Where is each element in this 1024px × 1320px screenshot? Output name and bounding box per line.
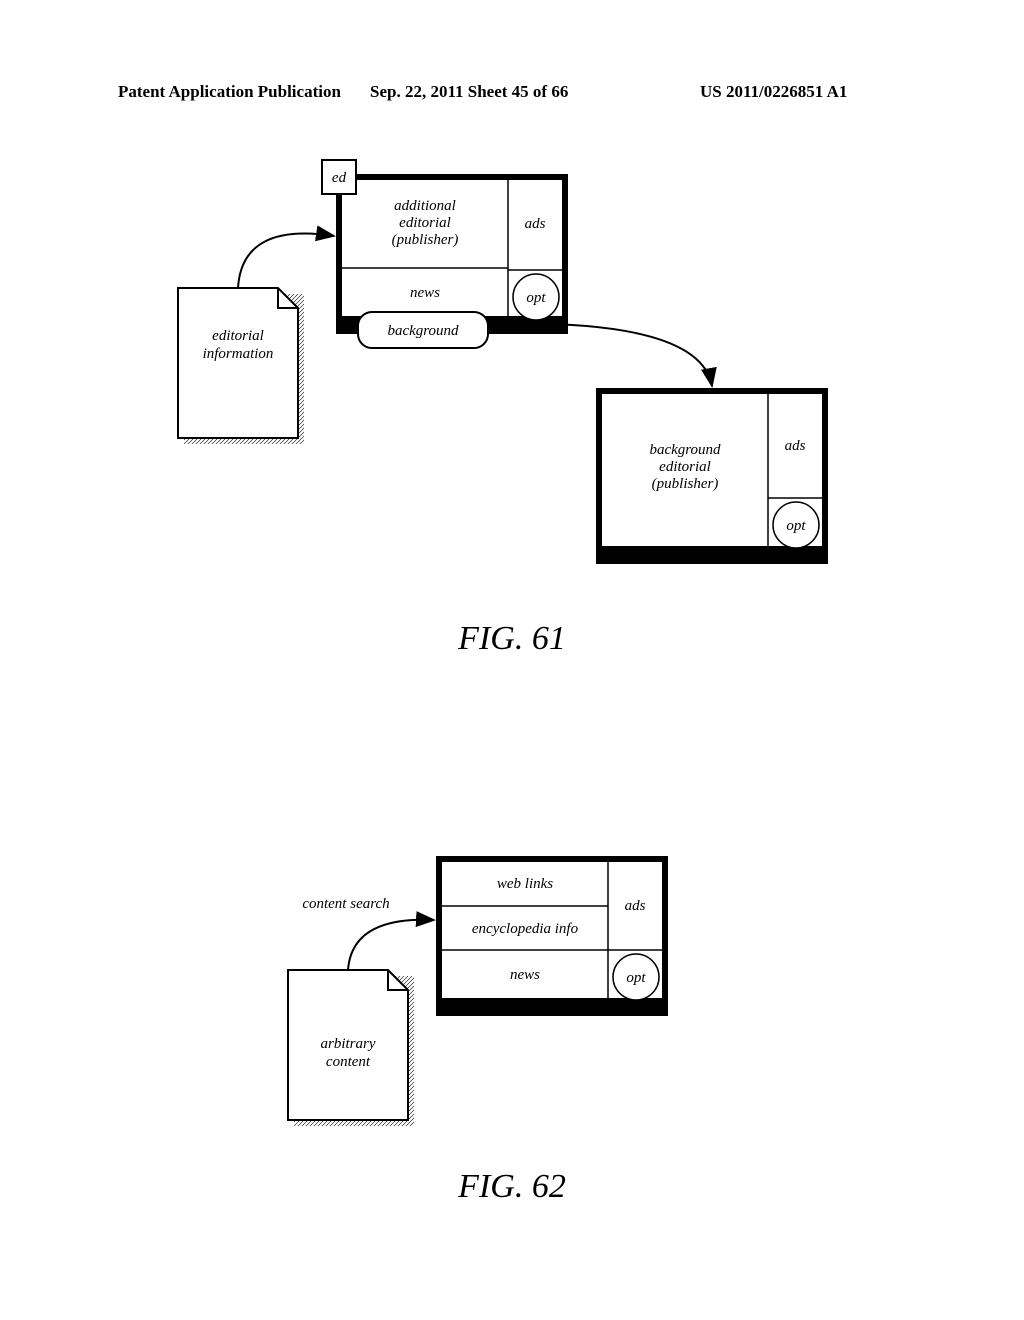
- svg-text:opt: opt: [626, 970, 646, 986]
- fig61-diagram: editorialinformation additionaleditorial…: [0, 0, 1024, 600]
- background-tab: background: [358, 312, 488, 348]
- arrow-editorial-to-screen1: [238, 234, 334, 288]
- svg-text:web links: web links: [497, 876, 553, 892]
- svg-text:encyclopedia info: encyclopedia info: [472, 921, 579, 937]
- fig62-diagram: arbitrarycontent web links encyclopedia …: [0, 760, 1024, 1160]
- svg-text:ed: ed: [332, 170, 347, 186]
- arrow-content-to-screen: [348, 920, 434, 970]
- svg-text:ads: ads: [625, 898, 646, 914]
- content-search-label: content search: [302, 896, 389, 912]
- svg-text:background: background: [387, 323, 459, 339]
- arbitrary-content-document: arbitrarycontent: [288, 970, 414, 1126]
- svg-text:opt: opt: [526, 290, 546, 306]
- svg-text:backgroundeditorial(publisher): backgroundeditorial(publisher): [649, 442, 721, 492]
- screen1-frame: additionaleditorial(publisher) news ads …: [336, 174, 568, 334]
- svg-text:ads: ads: [785, 438, 806, 454]
- ed-tab: ed: [322, 160, 356, 194]
- svg-text:news: news: [410, 285, 440, 301]
- fig62-label: FIG. 62: [0, 1168, 1024, 1206]
- screen-frame: web links encyclopedia info news ads opt: [436, 856, 668, 1016]
- svg-text:opt: opt: [786, 518, 806, 534]
- editorial-info-document: editorialinformation: [178, 288, 304, 444]
- fig61-label: FIG. 61: [0, 620, 1024, 658]
- svg-text:ads: ads: [525, 216, 546, 232]
- svg-text:additionaleditorial(publisher): additionaleditorial(publisher): [392, 198, 459, 248]
- screen2-frame: backgroundeditorial(publisher) ads opt: [596, 388, 828, 564]
- svg-text:news: news: [510, 967, 540, 983]
